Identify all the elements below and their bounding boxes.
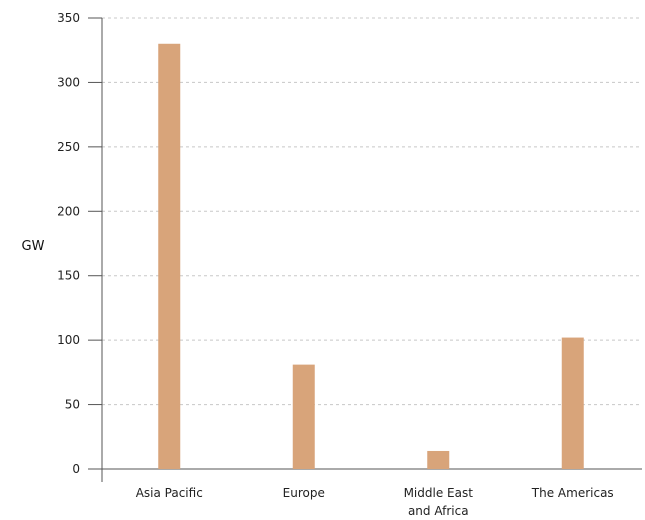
y-tick-label: 350 <box>57 11 80 25</box>
y-tick-label: 300 <box>57 75 80 89</box>
x-tick-label: Asia Pacific <box>136 486 203 500</box>
bars <box>158 43 584 470</box>
bar <box>561 337 584 469</box>
y-tick-label: 100 <box>57 333 80 347</box>
y-tick-label: 250 <box>57 140 80 154</box>
bar <box>158 43 181 470</box>
y-tick-label: 50 <box>65 398 80 412</box>
bar <box>427 450 450 469</box>
axes <box>101 18 642 482</box>
y-tick-label: 150 <box>57 269 80 283</box>
y-tick-label: 0 <box>72 462 80 476</box>
x-tick-label: Europe <box>283 486 325 500</box>
bar <box>292 364 315 469</box>
grid-lines <box>102 17 642 470</box>
y-tick-label: 200 <box>57 204 80 218</box>
x-tick-label: The Americas <box>531 486 614 500</box>
x-tick-label: Middle East and Africa <box>404 486 474 518</box>
y-axis-label: GW <box>22 239 45 254</box>
x-tick-labels: Asia Pacific Europe Middle East and Africa T… <box>136 486 614 518</box>
y-tick-labels: 0 50 100 150 200 250 300 350 <box>57 11 102 476</box>
